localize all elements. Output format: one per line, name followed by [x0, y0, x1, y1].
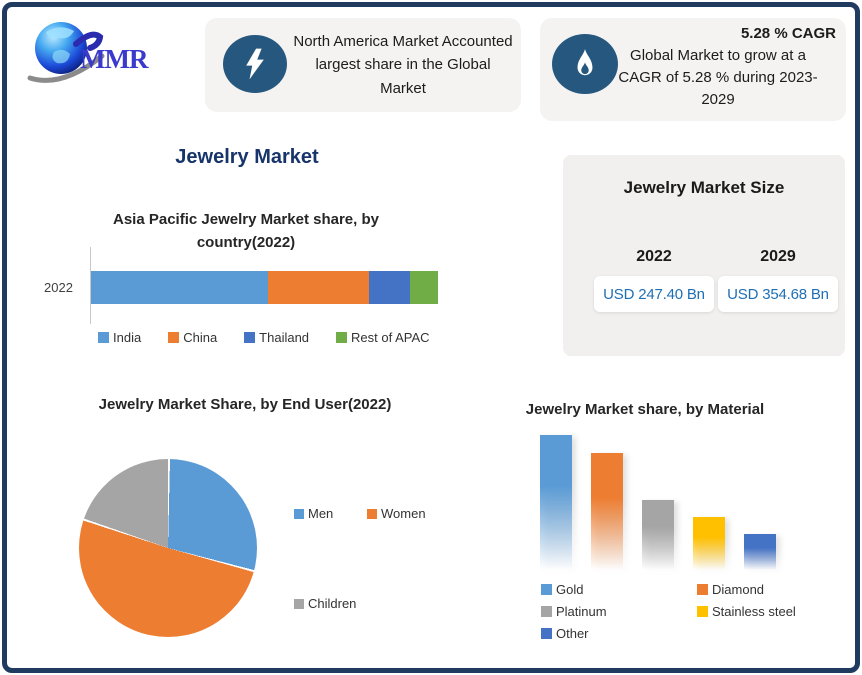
legend-item-men: Men	[294, 506, 333, 521]
men-swatch	[294, 508, 304, 519]
children-label: Children	[308, 596, 357, 611]
legend-item-children: Children	[294, 596, 356, 611]
end-user-chart-title: Jewelry Market Share, by End User(2022)	[98, 396, 392, 413]
country-stacked-bar	[91, 271, 438, 304]
country-chart-title: Asia Pacific Jewelry Market share, by co…	[113, 211, 379, 251]
end-user-pie	[79, 459, 257, 637]
bar-segment-thailand	[368, 271, 411, 304]
men-label: Men	[308, 506, 334, 521]
bar-other	[744, 534, 776, 570]
logo-wordmark: MMR	[80, 44, 148, 74]
bar-segment-china	[267, 271, 369, 304]
material-chart-legend: Gold Diamond Platinum Stainless steel Ot…	[541, 582, 796, 641]
north-america-callout: North America Market Accounted largest s…	[205, 18, 521, 112]
gold-label: Gold	[556, 582, 584, 597]
bar-platinum	[642, 500, 674, 570]
women-swatch	[367, 508, 377, 519]
globe-icon	[27, 22, 105, 83]
value-2029: USD 354.68 Bn	[727, 285, 829, 303]
bar-segment-rest-of-apac	[410, 271, 438, 304]
bar-diamond	[591, 453, 623, 570]
country-chart-axis-line	[90, 247, 91, 324]
bar-gold	[540, 435, 572, 570]
page-title: Jewelry Market	[175, 146, 319, 168]
country-chart-legend: India China Thailand Rest of APAC	[98, 330, 430, 345]
year-2029: 2029	[760, 248, 796, 265]
india-swatch	[98, 332, 109, 343]
bar-stainless-steel	[693, 517, 725, 570]
legend-item-gold: Gold	[541, 582, 697, 597]
stainless-steel-swatch	[697, 606, 708, 617]
china-swatch	[168, 332, 180, 343]
market-size-title: Jewelry Market Size	[623, 178, 785, 197]
bar-segment-india	[91, 271, 268, 304]
year-2022: 2022	[636, 248, 672, 265]
other-swatch	[541, 628, 552, 639]
rest-of-apac-swatch	[336, 332, 348, 343]
legend-item-stainless-steel: Stainless steel	[697, 604, 796, 619]
children-swatch	[294, 598, 304, 609]
women-label: Women	[381, 506, 426, 521]
material-chart-title: Jewelry Market share, by Material	[525, 401, 765, 418]
value-2022: USD 247.40 Bn	[603, 285, 705, 303]
china-label: China	[183, 330, 218, 345]
gold-swatch	[541, 584, 552, 595]
value-box-2029: USD 354.68 Bn	[718, 276, 838, 312]
platinum-label: Platinum	[556, 604, 607, 619]
country-chart-axis-label: 2022	[44, 280, 73, 295]
cagr-callout: 5.28 % CAGR Global Market to grow at a C…	[540, 18, 846, 121]
legend-item-india: India	[98, 330, 141, 345]
cagr-body: Global Market to grow at a CAGR of 5.28 …	[618, 47, 818, 108]
diamond-swatch	[697, 584, 708, 595]
thailand-label: Thailand	[259, 330, 310, 345]
legend-item-women: Women	[367, 506, 426, 521]
other-label: Other	[556, 626, 589, 641]
legend-item-rest-of-apac: Rest of APAC	[336, 330, 430, 345]
legend-item-china: China	[168, 330, 217, 345]
mmr-logo: MMR	[24, 16, 174, 98]
value-box-2022: USD 247.40 Bn	[594, 276, 714, 312]
legend-item-thailand: Thailand	[244, 330, 309, 345]
legend-item-diamond: Diamond	[697, 582, 796, 597]
lightning-icon	[223, 35, 287, 93]
thailand-swatch	[244, 332, 256, 343]
north-america-text: North America Market Accounted largest s…	[293, 33, 513, 97]
platinum-swatch	[541, 606, 552, 617]
legend-item-platinum: Platinum	[541, 604, 697, 619]
legend-item-other: Other	[541, 626, 697, 641]
stainless-steel-label: Stainless steel	[712, 604, 796, 619]
market-size-panel: Jewelry Market Size 2022 2029 USD 247.40…	[563, 155, 845, 356]
rest-of-apac-label: Rest of APAC	[351, 330, 430, 345]
cagr-title: 5.28 % CAGR	[740, 25, 836, 42]
flame-icon	[552, 34, 618, 94]
material-bar-chart	[538, 430, 778, 570]
india-label: India	[113, 330, 142, 345]
diamond-label: Diamond	[712, 582, 765, 597]
